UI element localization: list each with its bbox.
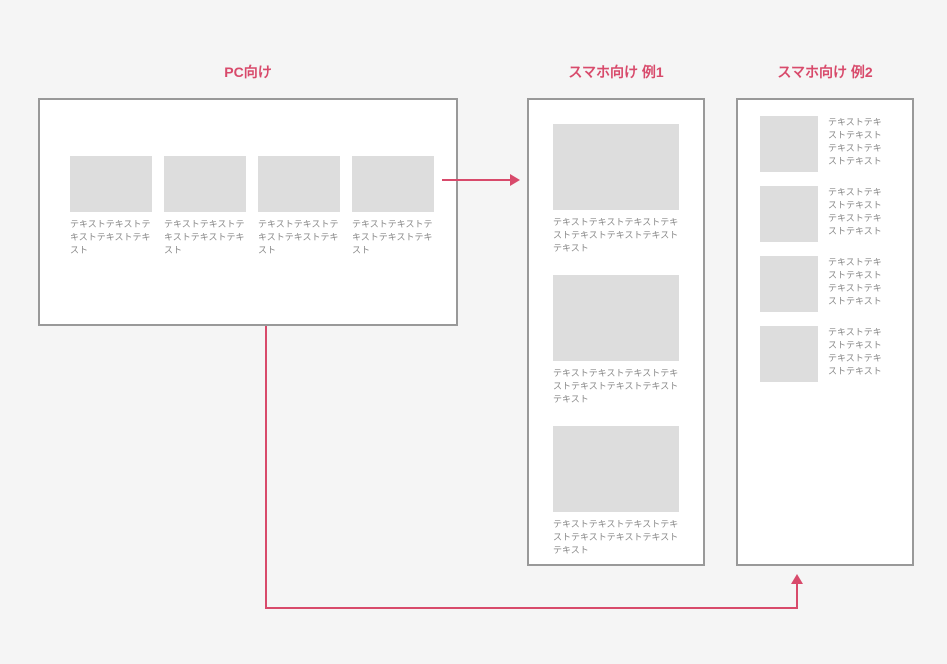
arrow-pc-to-sp2 [0,0,947,664]
